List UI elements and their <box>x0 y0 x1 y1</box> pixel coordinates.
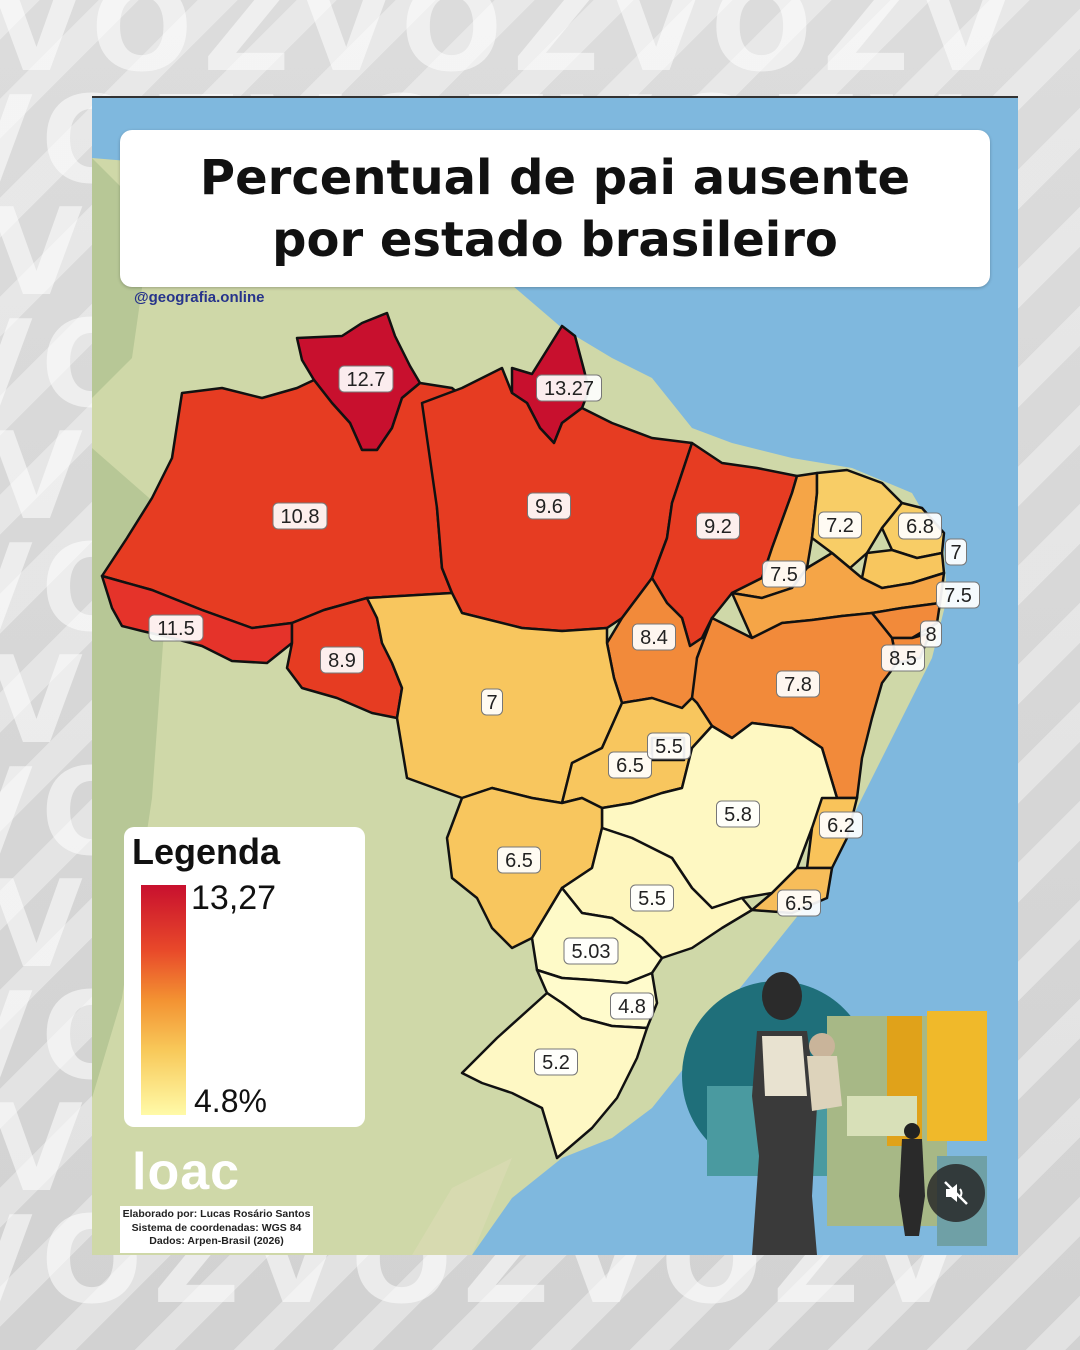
state-value-box <box>630 884 674 912</box>
state-value-box <box>716 800 760 828</box>
credits-box: Elaborado por: Lucas Rosário Santos Sist… <box>120 1206 313 1253</box>
credits-author: Elaborado por: Lucas Rosário Santos <box>122 1208 311 1220</box>
state-value-label: 7 <box>950 542 961 564</box>
state-value-label: 8.4 <box>640 627 668 649</box>
state-value-label: 7.2 <box>826 515 854 537</box>
state-value-box <box>320 646 364 674</box>
state-value-box <box>920 620 942 648</box>
state-value-box <box>898 512 942 540</box>
state-value-box <box>632 623 676 651</box>
state-value-box <box>338 365 394 393</box>
source-handle: @geografia.online <box>134 289 265 306</box>
mother-child-illustration <box>682 972 987 1255</box>
state-value-label: 6.8 <box>906 516 934 538</box>
title-box: Percentual de pai ausente por estado bra… <box>120 130 990 287</box>
state-value-box <box>481 688 503 716</box>
state-value-box <box>696 512 740 540</box>
legend-gradient-bar <box>141 885 186 1115</box>
muted-speaker-icon <box>944 1181 968 1205</box>
state-value-label: 8.9 <box>328 650 356 672</box>
state-value-label: 12.7 <box>347 369 386 391</box>
legend-title: Legenda <box>132 831 281 872</box>
state-value-box <box>647 732 691 760</box>
state-value-box <box>881 644 925 672</box>
loac-logo: loac <box>132 1142 240 1202</box>
terrain-south <box>412 1158 512 1255</box>
state-value-box <box>819 811 863 839</box>
state-value-label: 6.5 <box>616 755 644 777</box>
state-value-box <box>777 889 821 917</box>
state-value-label: 10.8 <box>281 506 320 528</box>
legend: Legenda 13,27 4.8% <box>124 827 365 1127</box>
mute-button[interactable] <box>927 1164 985 1222</box>
state-value-box <box>536 374 602 402</box>
state-value-label: 7 <box>486 692 497 714</box>
state-value-label: 5.2 <box>542 1052 570 1074</box>
state-value-label: 5.5 <box>655 736 683 758</box>
state-value-box <box>776 670 820 698</box>
state-value-label: 4.8 <box>618 996 646 1018</box>
map-title: Percentual de pai ausente por estado bra… <box>199 149 911 268</box>
state-value-label: 5.03 <box>572 941 611 963</box>
state-value-box <box>818 511 862 539</box>
state-value-box <box>608 751 652 779</box>
state-value-box <box>534 1048 578 1076</box>
state-value-label: 7.5 <box>770 564 798 586</box>
state-value-box <box>610 992 654 1020</box>
state-value-box <box>527 492 571 520</box>
state-value-label: 13.27 <box>544 378 594 400</box>
state-value-label: 8 <box>925 624 936 646</box>
map-card: 12.7 13.27 10.8 9.6 9.2 11.5 8.9 8.4 7.2 6.8 7 7.5 7… <box>92 96 1018 1255</box>
state-value-box <box>272 502 328 530</box>
credits-crs: Sistema de coordenadas: WGS 84 <box>131 1221 302 1234</box>
state-value-box <box>563 937 619 965</box>
legend-min-label: 4.8% <box>194 1083 267 1119</box>
state-value-label: 6.5 <box>505 850 533 872</box>
state-value-label: 5.5 <box>638 888 666 910</box>
credits-data-source: Dados: Arpen-Brasil (2026) <box>149 1235 284 1247</box>
state-value-box <box>148 614 204 642</box>
logo-text: loac <box>132 1143 241 1201</box>
state-value-box <box>945 538 967 566</box>
state-value-box <box>936 581 980 609</box>
state-value-label: 9.2 <box>704 516 732 538</box>
state-value-label: 7.8 <box>784 674 812 696</box>
state-value-label: 6.2 <box>827 815 855 837</box>
state-value-label: 9.6 <box>535 496 563 518</box>
state-value-label: 6.5 <box>785 893 813 915</box>
state-value-label: 11.5 <box>157 618 194 640</box>
state-value-box <box>762 560 806 588</box>
state-value-label: 8.5 <box>889 648 917 670</box>
state-value-box <box>497 846 541 874</box>
state-value-label: 7.5 <box>944 585 972 607</box>
watermark-row: VOZVOZVOZV <box>0 0 1023 99</box>
legend-max-label: 13,27 <box>191 879 277 917</box>
state-value-label: 5.8 <box>724 804 752 826</box>
